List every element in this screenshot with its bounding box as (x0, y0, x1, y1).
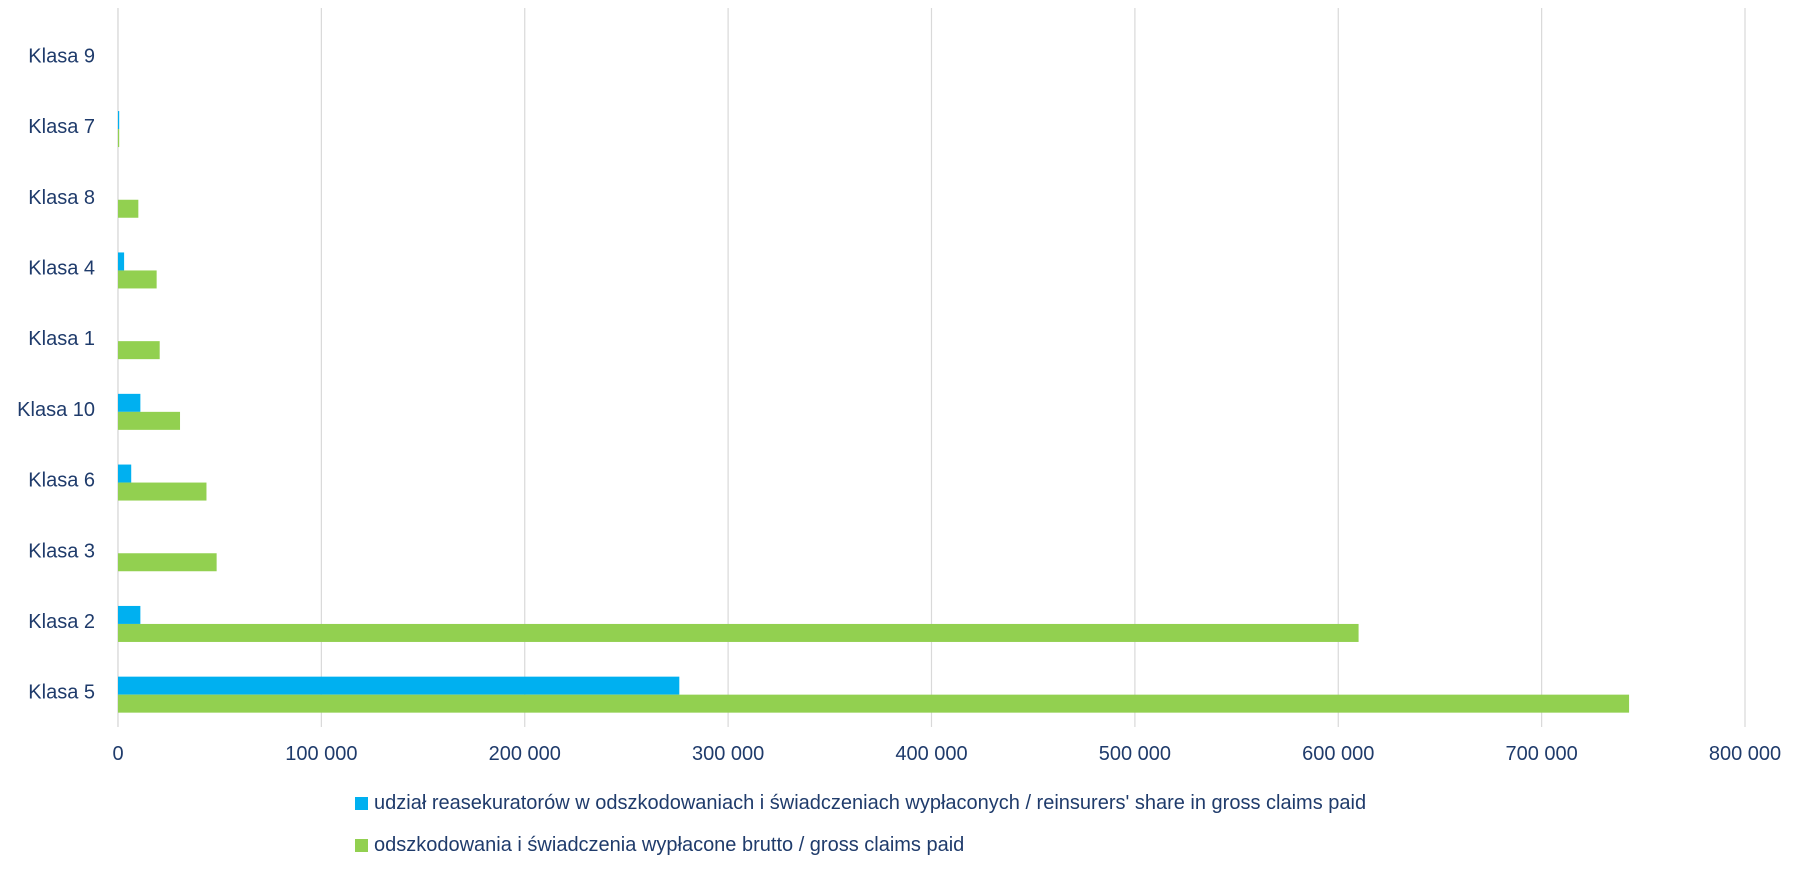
x-axis-labels: 0 100 000 200 000 300 000 400 000 500 000 600 … (112, 743, 1781, 765)
x-tick-label: 500 000 (1099, 743, 1171, 765)
x-tick-label: 100 000 (285, 743, 357, 765)
bars (118, 111, 1630, 713)
bar-gross-claims (118, 199, 139, 218)
bar-reinsurers-share (118, 605, 141, 624)
bar-reinsurers-share (118, 464, 132, 483)
y-axis-labels: Klasa 9 Klasa 7 Klasa 8 Klasa 4 Klasa 1 Klasa… (17, 45, 95, 703)
legend-item-gross-claims: odszkodowania i świadczenia wypłacone br… (355, 831, 1555, 859)
gridlines (117, 8, 1746, 727)
bar-gross-claims (118, 482, 207, 501)
y-category-label: Klasa 3 (28, 540, 95, 562)
legend-label: odszkodowania i świadczenia wypłacone br… (374, 833, 965, 856)
bar-gross-claims (118, 129, 120, 148)
y-category-label: Klasa 9 (28, 45, 95, 67)
legend-label: udział reasekuratorów w odszkodowaniach … (374, 791, 1367, 814)
y-category-label: Klasa 1 (28, 328, 95, 350)
bar-reinsurers-share (118, 252, 125, 271)
y-category-label: Klasa 2 (28, 611, 95, 633)
x-tick-label: 300 000 (692, 743, 764, 765)
legend-swatch-green (355, 838, 368, 852)
y-category-label: Klasa 10 (17, 399, 95, 421)
bar-gross-claims (118, 694, 1630, 713)
x-tick-label: 0 (112, 743, 123, 765)
y-category-label: Klasa 6 (28, 470, 95, 492)
legend-item-reinsurers-share: udział reasekuratorów w odszkodowaniach … (355, 789, 1555, 817)
y-category-label: Klasa 4 (28, 257, 95, 279)
legend-swatch-blue (355, 796, 368, 810)
bar-reinsurers-share (118, 676, 680, 695)
y-category-label: Klasa 8 (28, 187, 95, 209)
x-tick-label: 400 000 (895, 743, 967, 765)
bar-reinsurers-share (118, 111, 120, 130)
x-tick-label: 700 000 (1505, 743, 1577, 765)
x-tick-label: 600 000 (1302, 743, 1374, 765)
bar-reinsurers-share (118, 393, 141, 412)
bar-gross-claims (118, 411, 181, 430)
y-category-label: Klasa 7 (28, 116, 95, 138)
bar-gross-claims (118, 341, 160, 360)
bar-gross-claims (118, 553, 217, 572)
x-tick-label: 800 000 (1709, 743, 1781, 765)
bar-gross-claims (118, 270, 157, 289)
x-tick-label: 200 000 (489, 743, 561, 765)
bar-gross-claims (118, 623, 1359, 642)
y-category-label: Klasa 5 (28, 682, 95, 704)
legend: udział reasekuratorów w odszkodowaniach … (355, 789, 1555, 873)
